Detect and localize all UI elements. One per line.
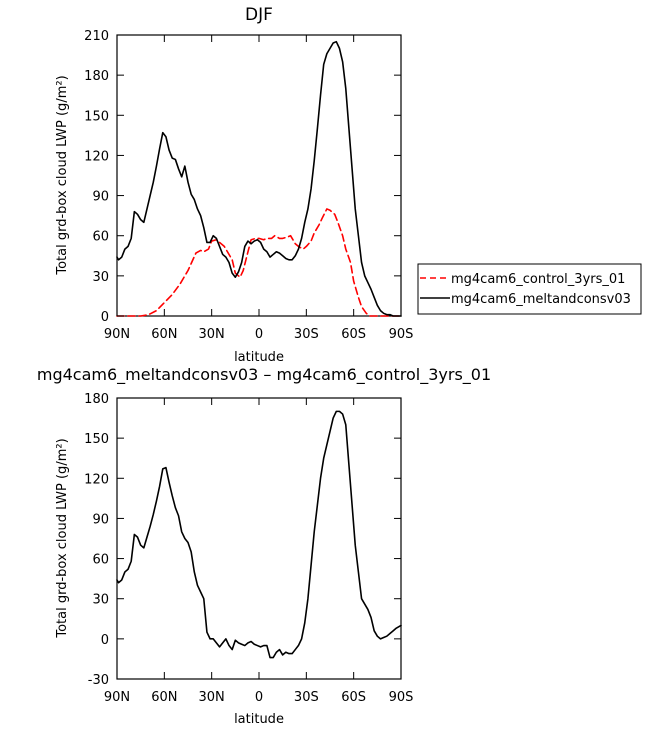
legend: mg4cam6_control_3yrs_01 mg4cam6_meltandc… [417,263,642,315]
top-xtick-label: 30N [199,327,225,342]
top-yticks: 0 30 60 90 120 150 180 210 [84,29,401,325]
top-ytick-label: 30 [92,270,109,285]
top-xtick-label: 90S [389,327,414,342]
top-xticks: 90N 60N 30N 0 30S 60S 90S [104,35,414,342]
bottom-ytick-label: 120 [84,472,109,487]
top-title: DJF [245,5,273,25]
bottom-xtick-label: 60N [151,690,177,705]
bottom-ytick-label: -30 [88,673,109,688]
bottom-xtick-label: 60S [341,690,366,705]
top-plot-frame [116,34,402,317]
top-xtick-label: 60N [151,327,177,342]
top-ytick-label: 210 [84,29,109,44]
bottom-ylabel: Total grd-box cloud LWP (g/m²) [55,438,70,638]
bottom-ytick-label: 150 [84,432,109,447]
top-ytick-label: 120 [84,149,109,164]
bottom-title: mg4cam6_meltandconsv03 – mg4cam6_control… [37,365,491,385]
top-xtick-label: 0 [255,327,263,342]
bottom-ytick-label: 0 [101,633,109,648]
bottom-xtick-label: 30S [294,690,319,705]
bottom-xlabel: latitude [234,712,284,727]
top-panel: DJF 0 30 60 90 120 150 180 210 90N 60N 30N 0 30S 60S… [55,5,642,365]
bottom-xticks: 90N 60N 30N 0 30S 60S 90S [104,398,414,705]
top-series-line-1 [116,40,402,317]
bottom-ytick-label: 90 [92,512,109,527]
bottom-ytick-label: 30 [92,593,109,608]
top-ytick-label: 90 [92,190,109,205]
top-xtick-label: 60S [341,327,366,342]
bottom-series-line-0 [116,410,402,659]
top-ytick-label: 150 [84,109,109,124]
bottom-ytick-label: 180 [84,392,109,407]
bottom-ytick-label: 60 [92,553,109,568]
bottom-panel: mg4cam6_meltandconsv03 – mg4cam6_control… [37,365,491,727]
top-ytick-label: 180 [84,69,109,84]
top-ytick-label: 60 [92,230,109,245]
top-ylabel: Total grd-box cloud LWP (g/m²) [55,75,70,275]
bottom-plot-frame [116,397,402,680]
bottom-yticks: -30 0 30 60 90 120 150 180 [84,392,401,688]
legend-label-control: mg4cam6_control_3yrs_01 [451,272,625,287]
bottom-xtick-label: 90N [104,690,130,705]
legend-box [417,263,642,315]
top-xlabel: latitude [234,350,284,365]
bottom-series-layer [116,410,402,659]
bottom-xtick-label: 90S [389,690,414,705]
bottom-xtick-label: 0 [255,690,263,705]
top-xtick-label: 90N [104,327,130,342]
top-series-line-0 [116,208,402,317]
top-series-layer [116,40,402,317]
legend-label-meltandconsv: mg4cam6_meltandconsv03 [451,292,631,307]
bottom-xtick-label: 30N [199,690,225,705]
top-xtick-label: 30S [294,327,319,342]
top-ytick-label: 0 [101,310,109,325]
